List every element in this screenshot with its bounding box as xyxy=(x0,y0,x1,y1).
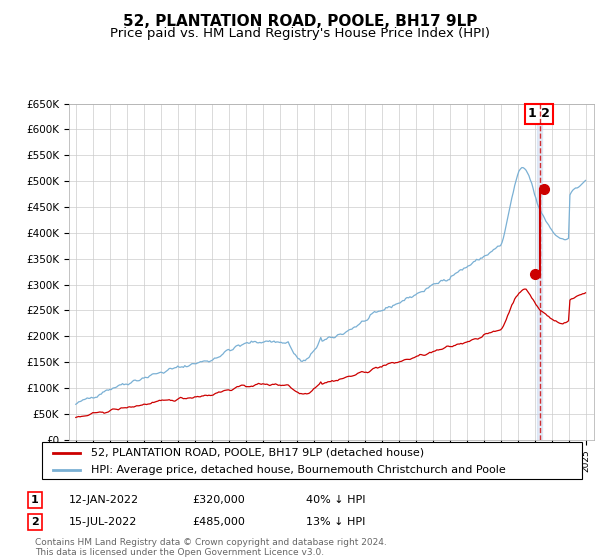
Text: 52, PLANTATION ROAD, POOLE, BH17 9LP: 52, PLANTATION ROAD, POOLE, BH17 9LP xyxy=(123,14,477,29)
Text: £320,000: £320,000 xyxy=(192,495,245,505)
Text: 1 2: 1 2 xyxy=(528,108,550,120)
Text: Price paid vs. HM Land Registry's House Price Index (HPI): Price paid vs. HM Land Registry's House … xyxy=(110,27,490,40)
Text: 1: 1 xyxy=(31,495,38,505)
Text: HPI: Average price, detached house, Bournemouth Christchurch and Poole: HPI: Average price, detached house, Bour… xyxy=(91,465,505,475)
FancyBboxPatch shape xyxy=(42,442,582,479)
Text: 52, PLANTATION ROAD, POOLE, BH17 9LP (detached house): 52, PLANTATION ROAD, POOLE, BH17 9LP (de… xyxy=(91,447,424,458)
Text: Contains HM Land Registry data © Crown copyright and database right 2024.
This d: Contains HM Land Registry data © Crown c… xyxy=(35,538,386,557)
Text: 15-JUL-2022: 15-JUL-2022 xyxy=(69,517,137,527)
Text: 2: 2 xyxy=(31,517,38,527)
Text: 12-JAN-2022: 12-JAN-2022 xyxy=(69,495,139,505)
Text: £485,000: £485,000 xyxy=(192,517,245,527)
Text: 40% ↓ HPI: 40% ↓ HPI xyxy=(306,495,365,505)
Bar xyxy=(537,104,542,440)
Text: 13% ↓ HPI: 13% ↓ HPI xyxy=(306,517,365,527)
